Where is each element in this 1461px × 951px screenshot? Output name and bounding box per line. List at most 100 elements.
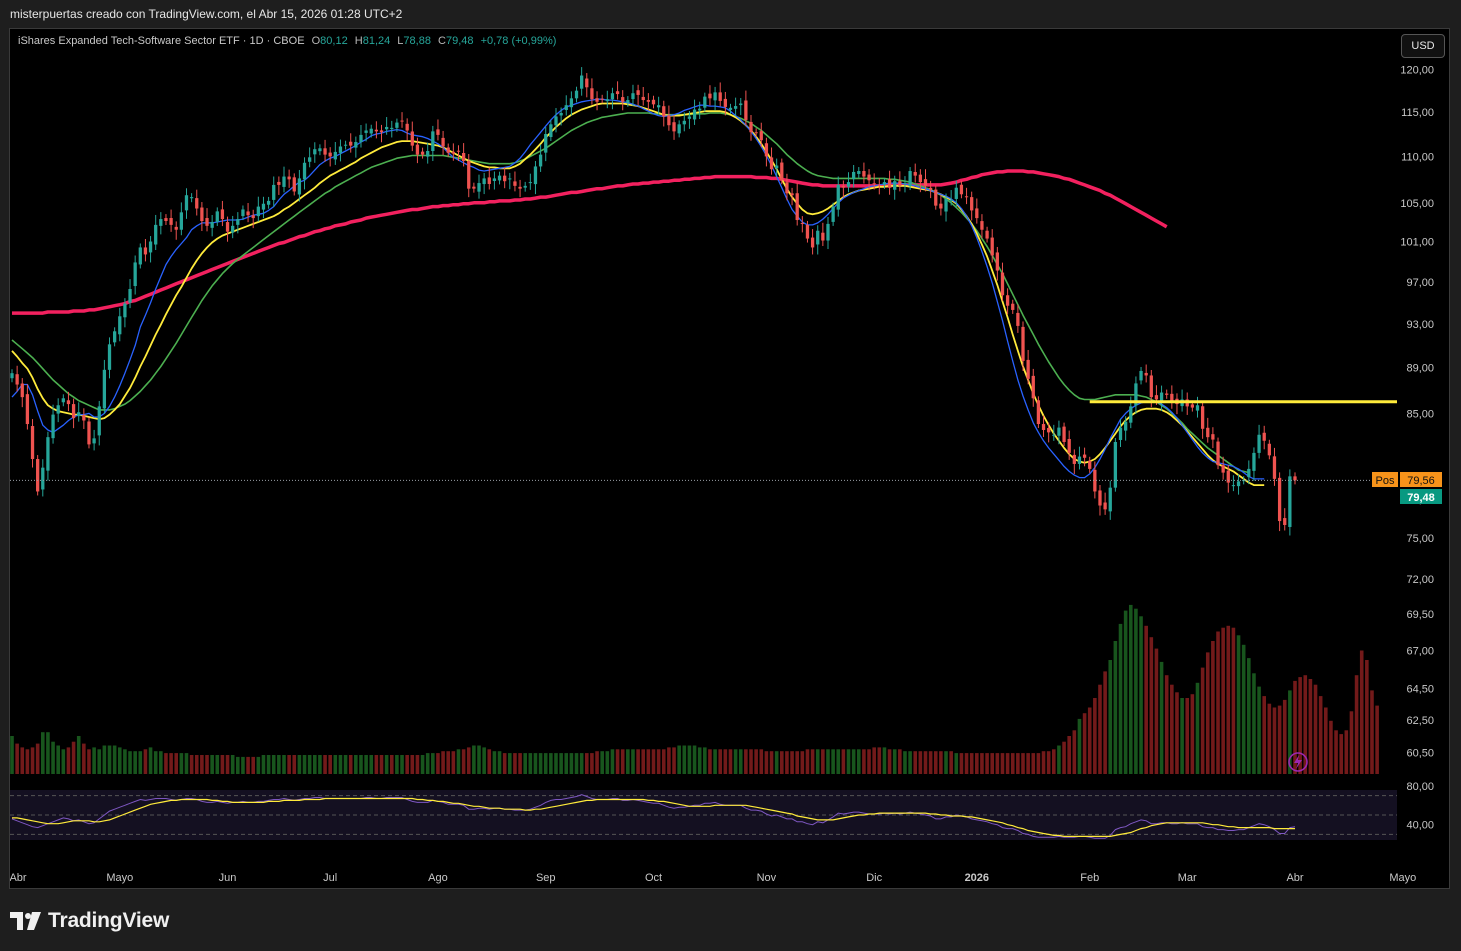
candle-body — [384, 126, 389, 130]
candle-body — [1082, 454, 1087, 458]
candle-body — [1057, 427, 1061, 436]
volume-bar — [933, 751, 938, 774]
volume-bar — [677, 745, 681, 774]
candle-body — [1154, 395, 1159, 400]
currency-button[interactable]: USD — [1401, 34, 1445, 58]
volume-bar — [1010, 753, 1015, 774]
volume-bar — [1370, 690, 1374, 774]
volume-bar — [959, 753, 964, 774]
candle-body — [349, 141, 353, 146]
time-tick: Mar — [1178, 872, 1197, 884]
candle-body — [928, 187, 933, 190]
candle-body — [749, 121, 753, 133]
candle-body — [133, 262, 137, 287]
volume-bar — [420, 755, 425, 774]
volume-bar — [538, 753, 543, 774]
volume-bar — [1267, 703, 1272, 774]
volume-bar — [487, 749, 492, 774]
volume-bar — [1190, 694, 1195, 774]
candle-body — [1088, 460, 1092, 469]
chart-canvas[interactable]: 80,00 40,00 120,00 115,00 110,00 105,00 101,0… — [10, 29, 1449, 888]
candle-body — [313, 149, 317, 155]
volume-bar — [975, 753, 979, 774]
volume-bar — [159, 751, 163, 774]
volume-bar — [651, 749, 656, 774]
volume-bar — [713, 749, 717, 774]
candle-body — [708, 93, 712, 99]
candle-body — [667, 115, 671, 126]
candle-body — [461, 152, 466, 161]
price-tick: 105,00 — [1400, 198, 1434, 210]
candle-body — [687, 116, 692, 119]
volume-bar — [425, 753, 430, 774]
candle-body — [785, 182, 789, 194]
volume-bar — [87, 749, 91, 774]
volume-bar — [502, 753, 507, 774]
ema-fast-line — [11, 98, 1265, 480]
volume-bar — [1093, 698, 1097, 774]
candle-body — [646, 100, 651, 102]
volume-bar — [266, 755, 271, 774]
volume-bar — [189, 755, 194, 774]
chart-pane[interactable]: 80,00 40,00 120,00 115,00 110,00 105,00 101,0… — [9, 28, 1450, 889]
alert-icon[interactable] — [1288, 752, 1308, 772]
candle-body — [1200, 406, 1205, 429]
candle-body — [1047, 427, 1051, 433]
price-tags: Pos 79,56 79,48 — [1372, 472, 1442, 504]
candle-body — [441, 137, 445, 147]
candle-body — [210, 221, 214, 228]
volume-bar — [76, 736, 81, 774]
volume-bar — [328, 755, 332, 774]
candle-body — [41, 467, 45, 490]
time-tick: Sep — [536, 872, 556, 884]
volume-bar — [1041, 751, 1046, 774]
candle-body — [893, 181, 897, 190]
candle-body — [318, 148, 322, 152]
candle-body — [626, 100, 630, 103]
candle-body — [795, 193, 799, 221]
volume-bar — [723, 749, 728, 774]
volume-bar — [1000, 753, 1005, 774]
candle-body — [549, 124, 553, 138]
candle-body — [308, 157, 312, 162]
volume-bar — [749, 749, 753, 774]
symbol-legend[interactable]: iShares Expanded Tech-Software Sector ET… — [18, 35, 556, 47]
candle-body — [236, 219, 240, 225]
volume-bar — [133, 751, 137, 774]
candle-body — [544, 134, 548, 153]
volume-bar — [1154, 648, 1159, 774]
price-tick: 62,50 — [1406, 715, 1434, 727]
volume-bar — [338, 755, 343, 774]
volume-bar — [1349, 711, 1354, 774]
candle-body — [805, 224, 810, 239]
candle-body — [764, 143, 769, 157]
volume-bar — [318, 755, 322, 774]
candle-body — [615, 91, 620, 95]
volume-bar — [97, 749, 102, 774]
candle-body — [1277, 477, 1282, 522]
rsi-tick: 80,00 — [1406, 781, 1434, 793]
candle-body — [1257, 434, 1261, 453]
ema-long-line — [12, 169, 1168, 315]
volume-bar — [600, 751, 604, 774]
candle-body — [728, 107, 733, 110]
candle-body — [605, 99, 609, 102]
close-value: 79,48 — [445, 35, 474, 47]
volume-bar — [851, 749, 856, 774]
volume-bar — [887, 749, 892, 774]
candle-body — [77, 412, 81, 417]
candle-body — [333, 151, 337, 160]
volume-bar — [1062, 741, 1066, 774]
time-tick: Nov — [757, 872, 777, 884]
volume-bar — [1252, 673, 1256, 774]
volume-bar — [1113, 641, 1118, 774]
candle-body — [1005, 295, 1010, 306]
time-tick: Ago — [428, 872, 448, 884]
volume-bar — [831, 749, 835, 774]
candle-body — [656, 105, 661, 108]
volume-bar — [944, 751, 948, 774]
volume-bar — [1123, 610, 1128, 774]
volume-bar — [1057, 745, 1061, 774]
close-label: C — [438, 35, 446, 47]
volume-bar — [307, 755, 312, 774]
